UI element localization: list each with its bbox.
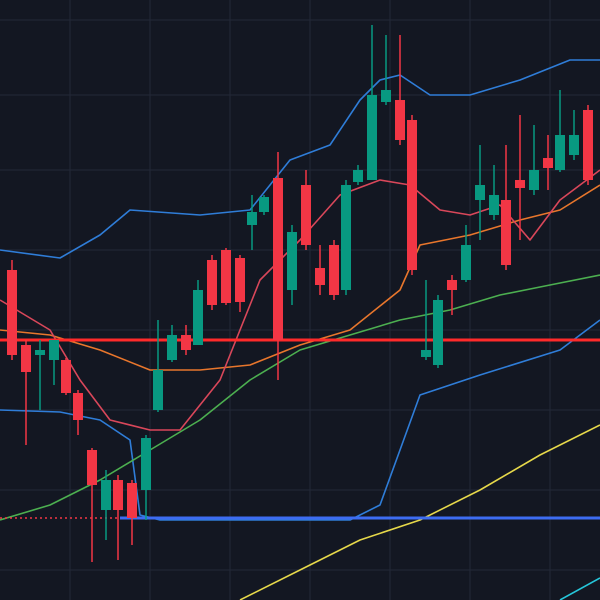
candle-body [247, 212, 257, 225]
candle-body [367, 95, 377, 180]
candle-body [127, 483, 137, 518]
candle-body [235, 258, 245, 302]
candle-body [7, 270, 17, 355]
candle-body [167, 335, 177, 360]
candle-body [421, 350, 431, 357]
candle-body [61, 360, 71, 393]
candle-body [489, 195, 499, 215]
candle-body [381, 90, 391, 102]
candle-body [207, 260, 217, 305]
candle-body [515, 180, 525, 188]
candle-body [113, 480, 123, 510]
candle-body [73, 393, 83, 420]
candle-body [141, 438, 151, 490]
candle-body [35, 350, 45, 355]
indicator-line [0, 59, 600, 259]
candle-body [529, 170, 539, 190]
candle-body [461, 245, 471, 280]
candle-body [555, 135, 565, 170]
indicator-line [0, 184, 600, 371]
indicator-line [0, 319, 600, 521]
candle-body [259, 197, 269, 212]
candle-body [433, 300, 443, 365]
indicator-line [239, 424, 600, 600]
candle-body [101, 480, 111, 510]
candle-body [315, 268, 325, 285]
candle-body [301, 185, 311, 245]
candle-body [153, 370, 163, 410]
candle-body [395, 100, 405, 140]
indicator-line [0, 274, 600, 521]
candle-body [583, 110, 593, 180]
candle-body [221, 250, 231, 303]
candle-body [407, 120, 417, 270]
candle-body [287, 232, 297, 290]
candle-body [193, 290, 203, 345]
candle-body [543, 158, 553, 168]
candle-body [181, 335, 191, 350]
candle-body [329, 245, 339, 295]
candle-body [569, 135, 579, 155]
candle-body [475, 185, 485, 200]
candle-body [501, 200, 511, 265]
candle-body [447, 280, 457, 290]
candle-body [273, 178, 283, 340]
candle-body [87, 450, 97, 485]
candle-body [353, 170, 363, 182]
candle-body [49, 340, 59, 360]
candle-body [341, 185, 351, 290]
indicator-line [559, 577, 600, 600]
candle-body [21, 345, 31, 372]
